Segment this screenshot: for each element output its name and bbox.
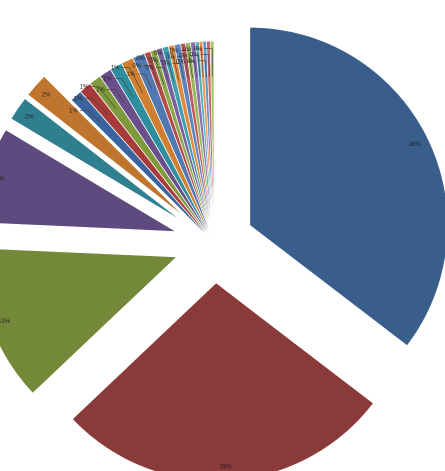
slice-label-5: 2% [25, 114, 34, 120]
slice-label-22: 0% [176, 60, 185, 66]
slice-label-7: 1% [69, 109, 78, 115]
slice-label-2: 28% [220, 465, 233, 471]
slice-label-23: 0% [179, 53, 188, 59]
slice-label-4: 8% [0, 177, 5, 183]
slice-label-17: 0% [149, 58, 158, 64]
slice-label-10: 1% [96, 88, 105, 94]
slice-label-1: 36% [409, 142, 422, 148]
leader-line-14 [143, 65, 160, 87]
slice-label-11: 1% [103, 77, 112, 83]
slice-label-12: 1% [111, 66, 120, 72]
leader-line-20 [176, 56, 189, 79]
leader-line-11 [113, 78, 134, 98]
pie-slice-2 [71, 282, 374, 471]
slice-label-27: 0% [194, 47, 203, 53]
slice-label-3: 13% [0, 319, 11, 325]
slice-label-15: 0% [136, 56, 145, 62]
leader-line-8 [84, 98, 109, 116]
leader-line-16 [156, 67, 170, 83]
slice-label-24: 0% [183, 47, 192, 53]
pie-slice-27 [209, 40, 215, 240]
slice-label-25: 0% [187, 59, 196, 65]
slice-label-13: 1% [126, 72, 135, 78]
leader-line-17 [160, 59, 175, 82]
pie-slice-4 [0, 129, 176, 232]
leader-line-27 [204, 48, 213, 77]
pie-slice-5 [10, 98, 182, 221]
pie-slice-1 [249, 26, 445, 347]
leader-line-13 [137, 73, 153, 89]
slice-label-19: 0% [162, 62, 171, 68]
leader-line-24 [193, 48, 204, 78]
leader-line-18 [164, 52, 180, 81]
leader-line-10 [106, 89, 125, 103]
slice-label-16: 0% [145, 66, 154, 72]
pie-slice-3 [0, 248, 178, 394]
slice-label-26: 0% [190, 53, 199, 59]
leader-line-7 [79, 110, 101, 122]
leader-line-12 [121, 67, 143, 93]
leader-line-26 [200, 54, 210, 77]
slice-label-18: 0% [154, 51, 163, 57]
slice-label-9: 1% [80, 84, 89, 90]
leader-line-19 [172, 63, 185, 80]
slice-label-20: 0% [166, 55, 175, 61]
pie-slice-6 [27, 75, 185, 217]
leader-line-21 [180, 49, 193, 79]
leader-line-15 [146, 57, 165, 85]
leader-line-25 [197, 60, 207, 77]
leader-line-9 [90, 86, 117, 109]
leader-line-23 [190, 54, 201, 78]
leader-line-22 [186, 61, 197, 78]
slice-label-14: 0% [132, 63, 141, 69]
slice-label-21: 0% [170, 48, 179, 54]
slice-label-6: 2% [42, 93, 51, 99]
slice-label-8: 1% [74, 96, 83, 102]
